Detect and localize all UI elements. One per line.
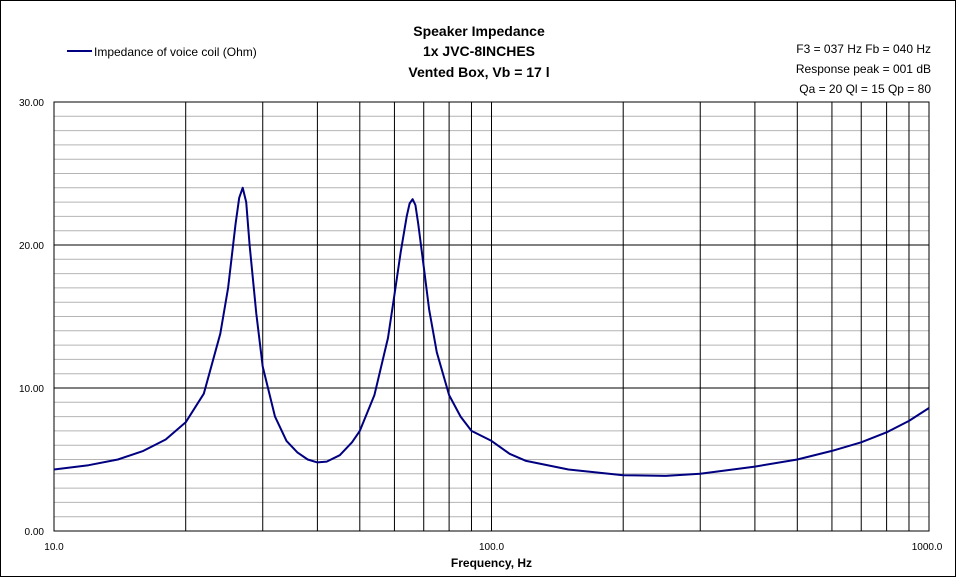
y-tick-label: 10.00: [19, 384, 44, 395]
chart-title-line-2: 1x JVC-8INCHES: [423, 43, 535, 59]
y-tick-label: 0.00: [25, 527, 45, 538]
info-line-1: F3 = 037 Hz Fb = 040 Hz: [796, 42, 931, 56]
major-gridlines: [54, 102, 929, 531]
chart-title-line-3: Vented Box, Vb = 17 l: [408, 64, 549, 80]
plot-area: [53, 101, 930, 532]
impedance-series-line: [53, 186, 930, 477]
y-tick-label: 20.00: [19, 241, 44, 252]
x-tick-label: 100.0: [479, 542, 504, 553]
y-tick-label: 30.00: [19, 98, 44, 109]
chart-title-line-1: Speaker Impedance: [413, 23, 545, 39]
series-layer: [53, 186, 930, 477]
info-line-3: Qa = 20 Ql = 15 Qp = 80: [799, 82, 931, 96]
x-tick-label: 10.0: [44, 542, 64, 553]
x-tick-label: 1000.0: [912, 542, 943, 553]
info-line-2: Response peak = 001 dB: [796, 62, 931, 76]
legend-label: Impedance of voice coil (Ohm): [94, 45, 257, 59]
x-axis-label: Frequency, Hz: [451, 556, 532, 570]
